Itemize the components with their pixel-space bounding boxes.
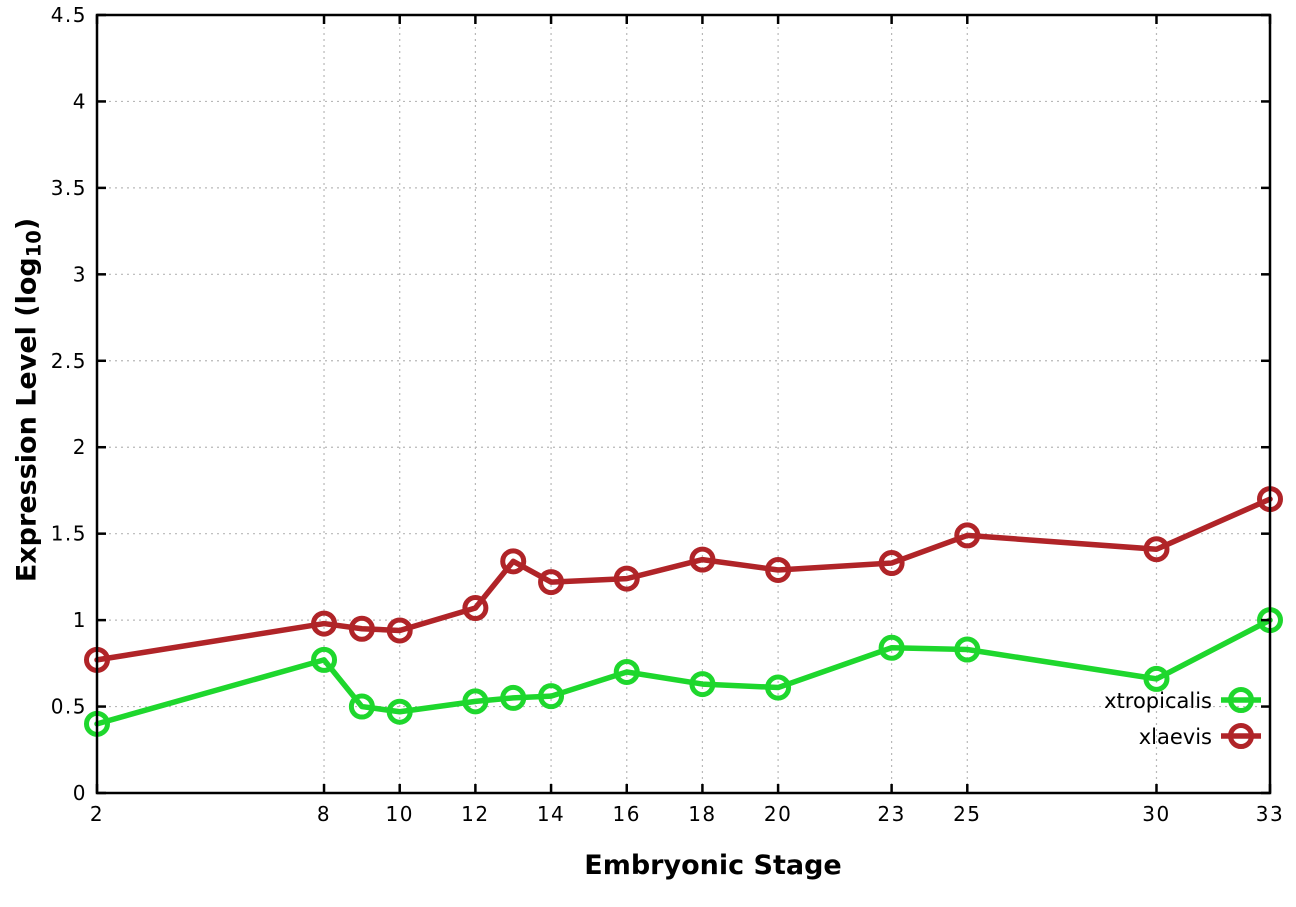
x-tick-label: 16 [613,802,641,826]
legend-marker-xtropicalis [1228,687,1254,713]
y-tick-label: 0 [73,781,87,805]
x-tick-label: 23 [877,802,905,826]
plot-border [95,13,1272,795]
data-point-marker-xtropicalis [954,636,981,663]
y-axis-title-text: Expression Level (log [11,257,43,583]
x-tick-label: 18 [688,802,716,826]
legend-label-xlaevis: xlaevis [1139,725,1212,749]
x-tick-label: 25 [953,802,981,826]
data-point-marker-xtropicalis [878,634,905,661]
y-axis-title-close: ) [11,217,43,231]
data-point-marker-xtropicalis [613,658,640,685]
legend-label-xtropicalis: xtropicalis [1104,689,1212,713]
x-tick-label: 2 [90,802,104,826]
data-point-marker-xtropicalis [348,693,375,720]
data-point-marker-xlaevis [954,522,981,549]
data-point-marker-xtropicalis [500,684,527,711]
data-point-marker-xlaevis [1143,536,1170,563]
x-tick-label: 8 [317,802,331,826]
y-tick-label: 3.5 [51,176,87,200]
y-tick-label: 1 [73,608,87,632]
y-tick-label: 4.5 [51,3,87,27]
x-axis-title: Embryonic Stage [584,850,842,881]
x-tick-label: 12 [461,802,489,826]
data-point-marker-xlaevis [613,565,640,592]
data-point-marker-xtropicalis [689,671,716,698]
y-tick-label: 1.5 [51,522,87,546]
y-tick-label: 0.5 [51,695,87,719]
y-axis-title: Expression Level (log10) [11,217,46,583]
data-point-marker-xtropicalis [462,688,489,715]
data-point-marker-xlaevis [538,569,565,596]
data-point-marker-xtropicalis [538,683,565,710]
data-point-marker-xlaevis [386,617,413,644]
data-point-marker-xlaevis [462,595,489,622]
data-point-marker-xlaevis [878,550,905,577]
y-tick-label: 2 [73,435,87,459]
series-line-xlaevis [94,496,1273,663]
legend-marker-xlaevis [1228,723,1254,749]
x-tick-label: 10 [385,802,413,826]
data-point-marker-xtropicalis [765,674,792,701]
data-point-marker-xlaevis [765,556,792,583]
x-tick-label: 30 [1142,802,1170,826]
data-point-marker-xlaevis [689,546,716,573]
data-point-marker-xlaevis [311,610,338,637]
data-point-marker-xlaevis [348,615,375,642]
data-point-marker-xlaevis [500,548,527,575]
data-point-marker-xtropicalis [311,646,338,673]
data-point-marker-xtropicalis [386,698,413,725]
series-line-xtropicalis [94,617,1273,727]
y-tick-label: 2.5 [51,349,87,373]
x-tick-label: 14 [537,802,565,826]
y-tick-label: 4 [73,89,87,113]
data-point-marker-xtropicalis [1143,665,1170,692]
x-tick-label: 33 [1256,802,1284,826]
y-tick-label: 3 [73,262,87,286]
y-axis-title-subscript: 10 [22,230,46,258]
x-tick-label: 20 [764,802,792,826]
